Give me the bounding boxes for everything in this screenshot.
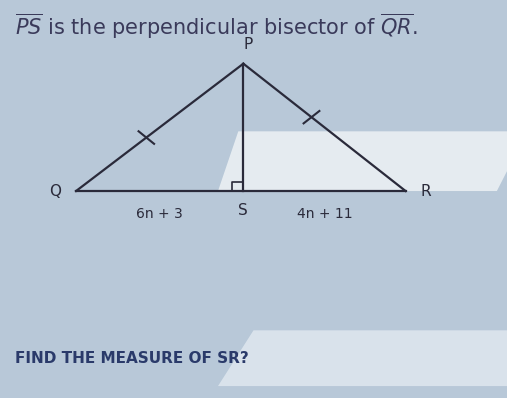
Polygon shape	[218, 330, 507, 386]
Text: 4n + 11: 4n + 11	[297, 207, 352, 221]
Text: P: P	[244, 37, 253, 52]
Text: $\overline{PS}$ is the perpendicular bisector of $\overline{QR}$.: $\overline{PS}$ is the perpendicular bis…	[15, 12, 418, 41]
Polygon shape	[218, 131, 507, 191]
Text: 6n + 3: 6n + 3	[136, 207, 183, 221]
Text: Q: Q	[49, 183, 61, 199]
Text: S: S	[238, 203, 248, 218]
Text: FIND THE MEASURE OF SR?: FIND THE MEASURE OF SR?	[15, 351, 249, 366]
Text: R: R	[421, 183, 431, 199]
